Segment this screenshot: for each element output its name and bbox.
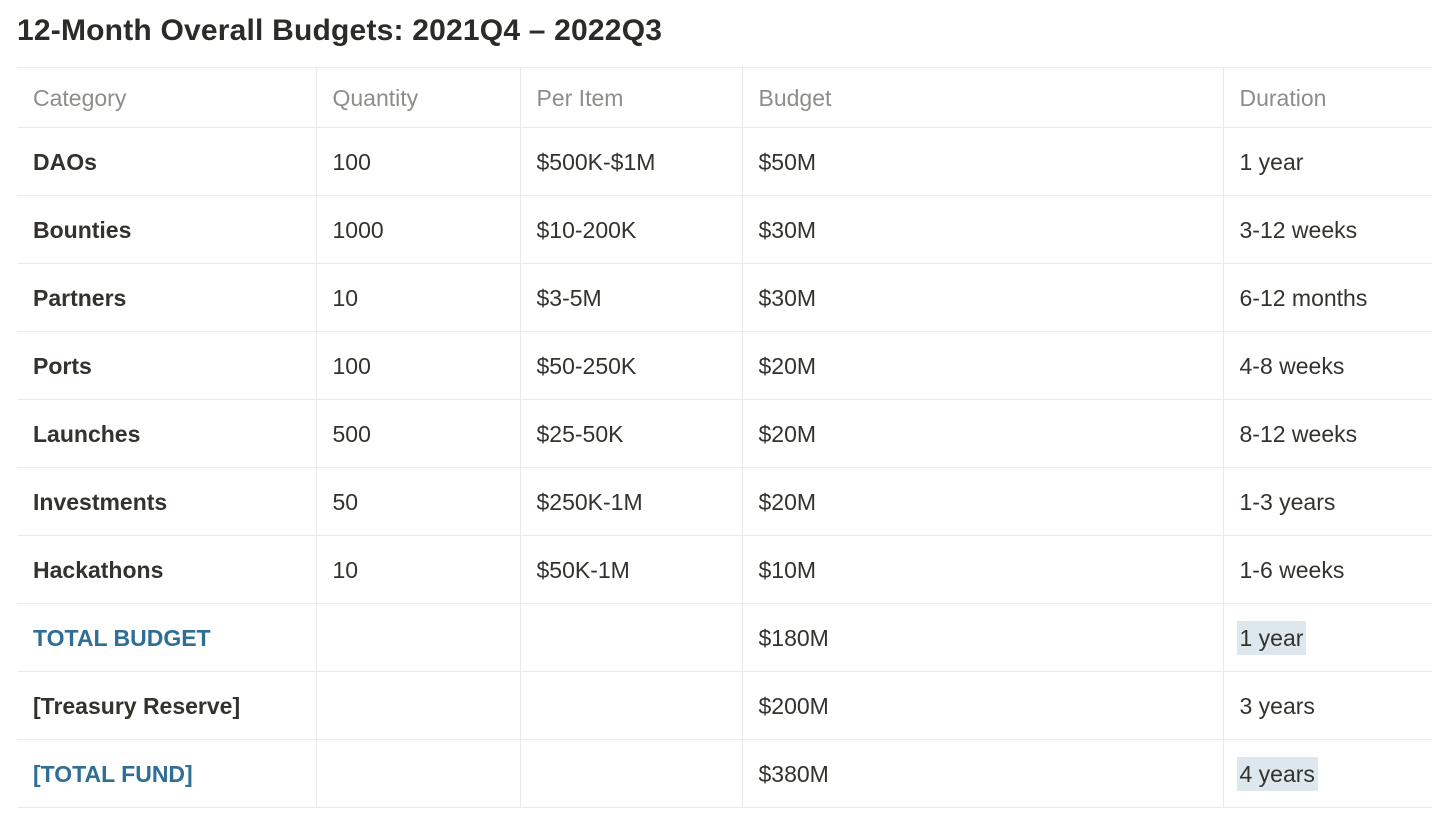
cell-duration: 4 years	[1223, 739, 1432, 808]
table-row: Partners 10 $3-5M $30M 6-12 months	[17, 263, 1432, 332]
cell-budget: $10M	[742, 535, 1224, 604]
cell-per-item: $25-50K	[520, 399, 743, 468]
table-row: DAOs 100 $500K-$1M $50M 1 year	[17, 127, 1432, 196]
cell-quantity	[316, 671, 521, 740]
cell-budget: $200M	[742, 671, 1224, 740]
duration-text: 1 year	[1239, 149, 1304, 175]
cell-category: TOTAL BUDGET	[17, 603, 317, 672]
cell-category: [TOTAL FUND]	[17, 739, 317, 808]
cell-budget: $50M	[742, 127, 1224, 196]
cell-per-item: $50K-1M	[520, 535, 743, 604]
duration-text: 4 years	[1236, 757, 1318, 791]
table-row: Investments 50 $250K-1M $20M 1-3 years	[17, 467, 1432, 536]
cell-quantity: 10	[316, 535, 521, 604]
cell-duration: 1-6 weeks	[1223, 535, 1432, 604]
table-row: Bounties 1000 $10-200K $30M 3-12 weeks	[17, 195, 1432, 264]
cell-quantity: 100	[316, 127, 521, 196]
cell-per-item: $50-250K	[520, 331, 743, 400]
duration-text: 8-12 weeks	[1239, 421, 1358, 447]
cell-duration: 1 year	[1223, 127, 1432, 196]
table-row: [TOTAL FUND] $380M 4 years	[17, 739, 1432, 808]
column-header-quantity: Quantity	[316, 67, 521, 128]
column-header-budget: Budget	[742, 67, 1224, 128]
cell-per-item	[520, 603, 743, 672]
table-header-row: Category Quantity Per Item Budget Durati…	[17, 67, 1432, 128]
page-title: 12-Month Overall Budgets: 2021Q4 – 2022Q…	[17, 14, 663, 47]
cell-quantity	[316, 603, 521, 672]
cell-per-item: $10-200K	[520, 195, 743, 264]
duration-text: 4-8 weeks	[1239, 353, 1345, 379]
table-row: Launches 500 $25-50K $20M 8-12 weeks	[17, 399, 1432, 468]
table-row: Hackathons 10 $50K-1M $10M 1-6 weeks	[17, 535, 1432, 604]
cell-quantity	[316, 739, 521, 808]
cell-duration: 4-8 weeks	[1223, 331, 1432, 400]
cell-duration: 1-3 years	[1223, 467, 1432, 536]
cell-category: DAOs	[17, 127, 317, 196]
duration-text: 3 years	[1239, 693, 1315, 719]
cell-duration: 3 years	[1223, 671, 1432, 740]
duration-text: 3-12 weeks	[1239, 217, 1358, 243]
column-header-duration: Duration	[1223, 67, 1432, 128]
cell-quantity: 50	[316, 467, 521, 536]
table-row: [Treasury Reserve] $200M 3 years	[17, 671, 1432, 740]
cell-budget: $180M	[742, 603, 1224, 672]
duration-text: 6-12 months	[1239, 285, 1368, 311]
column-header-category: Category	[17, 67, 317, 128]
cell-category: Launches	[17, 399, 317, 468]
cell-budget: $30M	[742, 263, 1224, 332]
table-row: TOTAL BUDGET $180M 1 year	[17, 603, 1432, 672]
cell-budget: $20M	[742, 399, 1224, 468]
cell-budget: $20M	[742, 467, 1224, 536]
cell-category: [Treasury Reserve]	[17, 671, 317, 740]
cell-per-item	[520, 671, 743, 740]
cell-duration: 6-12 months	[1223, 263, 1432, 332]
cell-budget: $30M	[742, 195, 1224, 264]
cell-duration: 8-12 weeks	[1223, 399, 1432, 468]
cell-per-item: $500K-$1M	[520, 127, 743, 196]
cell-duration: 3-12 weeks	[1223, 195, 1432, 264]
cell-category: Hackathons	[17, 535, 317, 604]
cell-quantity: 100	[316, 331, 521, 400]
budgets-table: Category Quantity Per Item Budget Durati…	[17, 67, 1432, 808]
table-row: Ports 100 $50-250K $20M 4-8 weeks	[17, 331, 1432, 400]
cell-quantity: 500	[316, 399, 521, 468]
duration-text: 1-6 weeks	[1239, 557, 1345, 583]
cell-per-item: $3-5M	[520, 263, 743, 332]
cell-quantity: 1000	[316, 195, 521, 264]
cell-quantity: 10	[316, 263, 521, 332]
cell-duration: 1 year	[1223, 603, 1432, 672]
column-header-per-item: Per Item	[520, 67, 743, 128]
cell-budget: $20M	[742, 331, 1224, 400]
cell-budget: $380M	[742, 739, 1224, 808]
cell-category: Bounties	[17, 195, 317, 264]
cell-category: Partners	[17, 263, 317, 332]
duration-text: 1-3 years	[1239, 489, 1336, 515]
cell-per-item: $250K-1M	[520, 467, 743, 536]
cell-category: Ports	[17, 331, 317, 400]
cell-per-item	[520, 739, 743, 808]
duration-text: 1 year	[1236, 621, 1307, 655]
cell-category: Investments	[17, 467, 317, 536]
